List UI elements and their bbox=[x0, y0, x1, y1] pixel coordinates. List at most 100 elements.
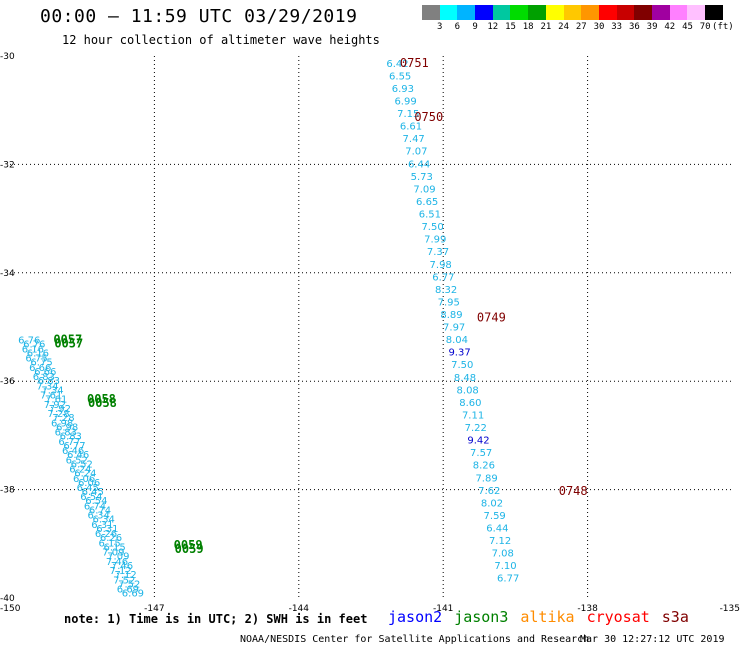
wave-height-label: 6.75 bbox=[25, 354, 47, 365]
wave-height-label: 6.42 bbox=[386, 59, 408, 70]
wave-height-label: 8.60 bbox=[459, 398, 481, 409]
wave-height-label: 6.76 bbox=[18, 335, 40, 346]
wave-height-label: 6.44 bbox=[408, 159, 430, 170]
lon-tick-label: -138 bbox=[577, 604, 598, 614]
wave-height-label: 6.61 bbox=[400, 122, 422, 133]
wave-height-label: 6.46 bbox=[62, 446, 84, 457]
colorbar-tick: 70 bbox=[699, 22, 711, 32]
wave-height-label: 6.31 bbox=[91, 520, 113, 531]
colorbar-swatch bbox=[528, 5, 546, 20]
wave-height-label: 6.52 bbox=[71, 459, 93, 470]
wave-height-label: 6.16 bbox=[22, 344, 44, 355]
wave-height-label: 7.28 bbox=[52, 413, 74, 424]
lat-tick-label: -32 bbox=[0, 160, 15, 170]
colorbar-swatch bbox=[439, 5, 458, 20]
lat-tick-label: -40 bbox=[0, 594, 15, 604]
wave-height-label: 6.44 bbox=[486, 524, 508, 535]
wave-height-label: 6.15 bbox=[99, 538, 121, 549]
colorbar-swatch bbox=[545, 5, 564, 20]
wave-height-label: 7.50 bbox=[451, 360, 473, 371]
time-label: 0058 bbox=[87, 392, 116, 406]
wave-height-label: 6.45 bbox=[77, 483, 99, 494]
wave-height-label: 6.65 bbox=[416, 197, 438, 208]
wave-height-label: 6.54 bbox=[85, 496, 107, 507]
wave-height-label: 7.52 bbox=[118, 579, 140, 590]
wave-height-label: 8.02 bbox=[481, 498, 503, 509]
legend-item-s3a: s3a bbox=[661, 608, 689, 626]
colorbar-tick: 9 bbox=[472, 22, 478, 32]
legend-item-jason3: jason3 bbox=[454, 608, 509, 626]
wave-height-label: 6.06 bbox=[73, 474, 95, 485]
footer-credit: NOAA/NESDIS Center for Satellite Applica… bbox=[240, 634, 590, 645]
footer-timestamp: Mar 30 12:27:12 UTC 2019 bbox=[580, 634, 725, 645]
colorbar-swatch bbox=[634, 5, 652, 20]
colorbar-swatch bbox=[422, 5, 440, 20]
wave-height-label: 6.69 bbox=[117, 585, 139, 596]
wave-height-label: 8.08 bbox=[457, 385, 479, 396]
colorbar-tick: 42 bbox=[664, 22, 676, 32]
lat-tick-label: -30 bbox=[0, 52, 15, 62]
colorbar-swatch bbox=[475, 5, 493, 20]
wave-height-label: 6.51 bbox=[419, 210, 441, 221]
colorbar-tick: 3 bbox=[436, 22, 443, 32]
wave-height-label: 7.46 bbox=[106, 557, 128, 568]
wave-height-label: 9.37 bbox=[448, 348, 470, 359]
wave-height-label: 6.34 bbox=[88, 511, 110, 522]
wave-height-label: 7.08 bbox=[492, 549, 514, 560]
wave-height-label: 7.28 bbox=[47, 409, 69, 420]
wave-height-label: 7.37 bbox=[427, 247, 449, 258]
wave-height-label: 7.57 bbox=[470, 448, 492, 459]
lon-tick-label: -135 bbox=[720, 604, 740, 614]
colorbar-tick: (ft) bbox=[712, 22, 734, 32]
colorbar-tick: 24 bbox=[558, 22, 570, 32]
time-label: 0750 bbox=[414, 110, 443, 124]
wave-height-label: 7.34 bbox=[36, 381, 58, 392]
wave-height-label: 7.15 bbox=[397, 109, 419, 120]
wave-height-label: 7.61 bbox=[45, 395, 67, 406]
wave-height-label: 6.83 bbox=[55, 428, 77, 439]
time-label: 0058 bbox=[88, 396, 117, 410]
wave-height-label: 7.92 bbox=[49, 404, 71, 415]
time-label: 0749 bbox=[477, 311, 506, 325]
colorbar-swatch bbox=[581, 5, 599, 20]
wave-height-label: 7.98 bbox=[430, 260, 452, 271]
wave-height-label: 7.07 bbox=[405, 147, 427, 158]
footer-note: note: 1) Time is in UTC; 2) SWH is in fe… bbox=[64, 612, 368, 626]
wave-height-label: 8.04 bbox=[446, 335, 468, 346]
wave-height-label: 9.42 bbox=[467, 436, 489, 447]
colorbar-swatch bbox=[705, 5, 723, 20]
wave-height-label: 6.98 bbox=[56, 422, 78, 433]
lon-tick-label: -141 bbox=[433, 604, 453, 614]
colorbar-swatch bbox=[687, 5, 705, 20]
wave-height-label: 6.24 bbox=[69, 465, 91, 476]
wave-height-label: 7.09 bbox=[413, 184, 435, 195]
wave-height-label: 8.26 bbox=[473, 461, 495, 472]
colorbar-tick: 12 bbox=[487, 22, 499, 32]
wave-height-label: 6.16 bbox=[27, 348, 49, 359]
colorbar-tick: 21 bbox=[540, 22, 552, 32]
west-track: 6.766.766.166.166.756.756.666.666.836.83… bbox=[18, 332, 203, 599]
wave-height-label: 7.46 bbox=[111, 561, 133, 572]
wave-height-label: 6.52 bbox=[66, 455, 88, 466]
wave-height-label: 7.89 bbox=[475, 473, 497, 484]
colorbar-swatch bbox=[669, 5, 688, 20]
wave-height-label: 6.77 bbox=[63, 441, 85, 452]
wave-height-label: 6.75 bbox=[30, 358, 52, 369]
wave-height-label: 6.34 bbox=[93, 515, 115, 526]
time-label: 0751 bbox=[400, 56, 429, 70]
colorbar-swatch bbox=[510, 5, 529, 20]
wave-height-label: 7.62 bbox=[478, 486, 500, 497]
satellite-legend: jason2 jason3 altika cryosat s3a bbox=[388, 608, 689, 626]
wave-height-label: 6.93 bbox=[392, 84, 414, 95]
colorbar-tick: 45 bbox=[682, 22, 693, 32]
colorbar-swatch bbox=[563, 5, 582, 20]
lat-tick-label: -36 bbox=[0, 377, 15, 387]
time-label: 0748 bbox=[559, 484, 588, 498]
wave-height-label: 7.12 bbox=[114, 570, 136, 581]
time-label: 0059 bbox=[175, 542, 204, 556]
time-label: 0059 bbox=[174, 538, 203, 552]
lon-tick-label: -144 bbox=[289, 604, 310, 614]
legend-item-cryosat: cryosat bbox=[586, 608, 650, 626]
wave-height-label: 6.83 bbox=[33, 372, 55, 383]
